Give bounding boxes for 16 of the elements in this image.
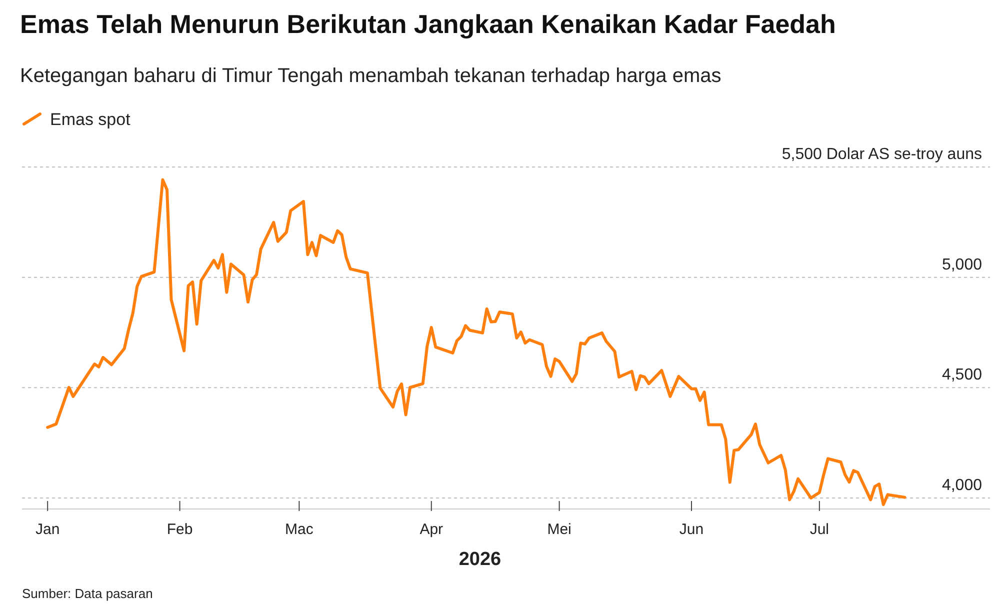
x-tick-label: Mac	[285, 521, 314, 538]
chart-subtitle: Ketegangan baharu di Timur Tengah menambah tekanan terhadap harga emas	[20, 65, 722, 87]
x-axis-title: 2026	[458, 549, 502, 570]
x-tick-label: Jan	[35, 521, 60, 538]
x-tick-label: Jun	[679, 521, 704, 538]
text: Sumber: Data pasaran	[22, 586, 153, 601]
x-tick-label: Apr	[420, 521, 444, 538]
x-tick-label: Mei	[547, 521, 572, 538]
y-tick-label: 5,000	[942, 256, 982, 274]
chart-title: Emas Telah Menurun Berikutan Jangkaan Kenaikan Kadar Faedah	[20, 9, 836, 39]
x-tick-label: Jul	[810, 521, 830, 538]
legend-label: Emas spot	[50, 110, 131, 129]
y-tick-label: 4,500	[942, 366, 982, 384]
x-tick-label: Feb	[166, 521, 193, 538]
y-tick-label: 5,500 Dolar AS se-troy auns	[782, 146, 982, 163]
y-tick-label: 4,000	[942, 476, 982, 494]
